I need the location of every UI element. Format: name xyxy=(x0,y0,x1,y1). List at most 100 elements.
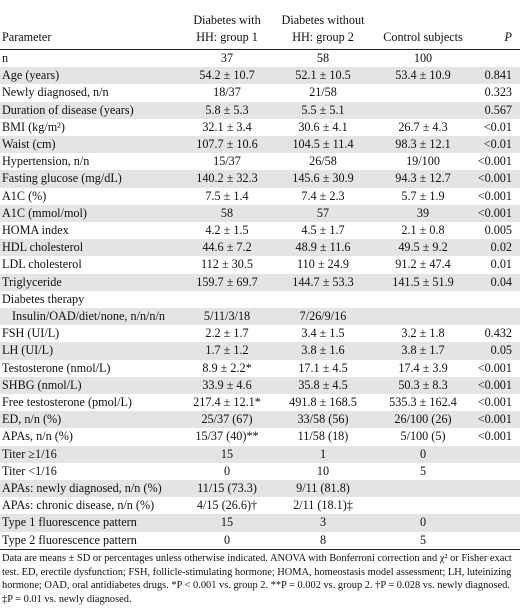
cell-group1: 217.4 ± 12.1* xyxy=(193,395,261,410)
cell-p-value xyxy=(474,514,520,532)
cell-group1: 159.7 ± 69.7 xyxy=(180,273,274,291)
cell-group1: 11/15 (73.3) xyxy=(180,480,274,498)
cell-p-value: <0.001 xyxy=(474,376,520,395)
table-row: Hypertension, n/n 15/37 26/58 19/100 <0.001 xyxy=(0,153,520,170)
table-row: n 37 58 100 xyxy=(0,50,520,68)
cell-control: 39 xyxy=(372,204,474,223)
table-row: Duration of disease (years) 5.8 ± 5.3 5.5 … xyxy=(0,101,520,119)
cell-p-value: 0.02 xyxy=(474,239,520,257)
row-label: Fasting glucose (mg/dL) xyxy=(0,170,180,188)
cell-control xyxy=(372,101,474,119)
table-row: Diabetes therapy xyxy=(0,291,520,308)
cell-group2: 11/58 (18) xyxy=(297,429,349,444)
cell-group1: 54.2 ± 10.7 xyxy=(180,67,274,85)
cell-group2: 35.8 ± 4.5 xyxy=(274,376,372,395)
cell-group2: 7.4 ± 2.3 xyxy=(301,188,345,203)
table-row: Testosterone (nmol/L) 8.9 ± 2.2* 17.1 ± 4.… xyxy=(0,360,520,377)
row-label: SHBG (nmol/L) xyxy=(0,376,180,395)
cell-group1: 37 xyxy=(220,51,234,65)
cell-p-value: 0.04 xyxy=(474,273,520,291)
row-label: Newly diagnosed, n/n xyxy=(2,85,109,100)
cell-group1: 1.7 ± 1.2 xyxy=(180,342,274,360)
cell-group2: 2/11 (18.1)‡ xyxy=(293,498,353,513)
cell-group2: 30.6 ± 4.1 xyxy=(298,119,348,134)
table-row: SHBG (nmol/L) 33.9 ± 4.6 35.8 ± 4.5 50.3 ± … xyxy=(0,376,520,395)
cell-group1 xyxy=(180,291,274,308)
cell-control: 2.1 ± 0.8 xyxy=(401,223,445,238)
table-row: BMI (kg/m²) 32.1 ± 3.4 30.6 ± 4.1 26.7 ± 4.… xyxy=(0,119,520,136)
cell-group1: 18/37 xyxy=(213,85,241,100)
cell-p-value: <0.01 xyxy=(483,119,512,134)
cell-group1: 58 xyxy=(180,204,274,223)
row-label: BMI (kg/m²) xyxy=(2,119,65,134)
cell-p-value xyxy=(474,445,520,463)
cell-p-value: 0.05 xyxy=(474,342,520,360)
cell-control xyxy=(372,308,474,326)
cell-group1: 25/37 (67) xyxy=(180,411,274,429)
cell-control: 19/100 xyxy=(406,154,440,169)
row-label: ED, n/n (%) xyxy=(0,411,180,429)
table-row: FSH (UI/L) 2.2 ± 1.7 3.4 ± 1.5 3.2 ± 1.8 0.4… xyxy=(0,325,520,342)
cell-control: 26/100 (26) xyxy=(372,411,474,429)
cell-group1: 4/15 (26.6)† xyxy=(196,498,258,513)
row-label: Hypertension, n/n xyxy=(2,154,90,169)
table-row: Free testosterone (pmol/L) 217.4 ± 12.1* 4… xyxy=(0,394,520,411)
cell-control: 50.3 ± 8.3 xyxy=(372,376,474,395)
cell-p-value xyxy=(474,497,520,514)
cell-p-value: 0.01 xyxy=(490,257,512,272)
cell-group2: 3.8 ± 1.6 xyxy=(274,342,372,360)
row-label: Testosterone (nmol/L) xyxy=(2,360,111,375)
cell-control xyxy=(372,497,474,514)
cell-group2: 57 xyxy=(274,204,372,223)
cell-group2: 3 xyxy=(274,514,372,532)
cell-group1: 5/11/3/18 xyxy=(180,308,274,326)
cell-group1: 0 xyxy=(180,531,274,550)
table-row: Newly diagnosed, n/n 18/37 21/58 0.323 xyxy=(0,84,520,101)
header-group1: Diabetes with HH: group 1 xyxy=(180,12,274,50)
row-label: Insulin/OAD/diet/none, n/n/n/n xyxy=(0,308,180,326)
cell-control: 5 xyxy=(372,531,474,550)
cell-group2: 52.1 ± 10.5 xyxy=(274,67,372,85)
table-row: APAs, n/n (%) 15/37 (40)** 11/58 (18) 5/100… xyxy=(0,428,520,445)
cell-control: 100 xyxy=(413,51,433,65)
cell-group1: 140.2 ± 32.3 xyxy=(180,170,274,188)
cell-p-value: <0.001 xyxy=(477,395,512,410)
table-row: A1C (mmol/mol) 58 57 39 <0.001 xyxy=(0,204,520,223)
row-label: LH (UI/L) xyxy=(0,342,180,360)
cell-group1: 15 xyxy=(180,445,274,463)
header-parameter: Parameter xyxy=(0,12,180,50)
cell-group2: 58 xyxy=(316,51,330,65)
cell-p-value xyxy=(474,531,520,550)
header-control: Control subjects xyxy=(372,12,474,50)
cell-p-value: <0.01 xyxy=(474,136,520,154)
table-row: Insulin/OAD/diet/none, n/n/n/n 5/11/3/18 7… xyxy=(0,308,520,326)
cell-group2: 10 xyxy=(316,463,330,478)
cell-group2: 145.6 ± 30.9 xyxy=(274,170,372,188)
cell-control xyxy=(372,480,474,498)
cell-control xyxy=(372,84,474,101)
cell-control: 3.8 ± 1.7 xyxy=(372,342,474,360)
table-row: Titer <1/16 0 10 5 xyxy=(0,463,520,480)
cell-control: 17.4 ± 3.9 xyxy=(398,360,448,375)
cell-group2: 104.5 ± 11.4 xyxy=(274,136,372,154)
cell-group2 xyxy=(274,291,372,308)
cell-group2: 21/58 xyxy=(309,85,337,100)
row-label: n xyxy=(2,51,9,65)
cell-group1: 44.6 ± 7.2 xyxy=(180,239,274,257)
row-label: Type 2 fluorescence pattern xyxy=(0,531,180,550)
cell-control: 141.5 ± 51.9 xyxy=(372,273,474,291)
cell-group1: 2.2 ± 1.7 xyxy=(205,326,249,341)
cell-group1: 15 xyxy=(180,514,274,532)
cell-p-value: <0.001 xyxy=(477,154,512,169)
cell-p-value: <0.001 xyxy=(477,360,512,375)
row-label: Free testosterone (pmol/L) xyxy=(2,395,132,410)
cell-group2: 17.1 ± 4.5 xyxy=(298,360,348,375)
row-label: Titer <1/16 xyxy=(2,463,57,478)
row-label: HDL cholesterol xyxy=(0,239,180,257)
row-label: A1C (%) xyxy=(2,188,47,203)
cell-group2: 3.4 ± 1.5 xyxy=(301,326,345,341)
cell-p-value xyxy=(474,50,520,68)
cell-control: 91.2 ± 47.4 xyxy=(395,257,451,272)
table-header: Parameter Diabetes with HH: group 1 Diab… xyxy=(0,12,520,50)
table-body: n 37 58 100 Age (years) 54.2 ± 10.7 52.1 ± 10.… xyxy=(0,50,520,550)
